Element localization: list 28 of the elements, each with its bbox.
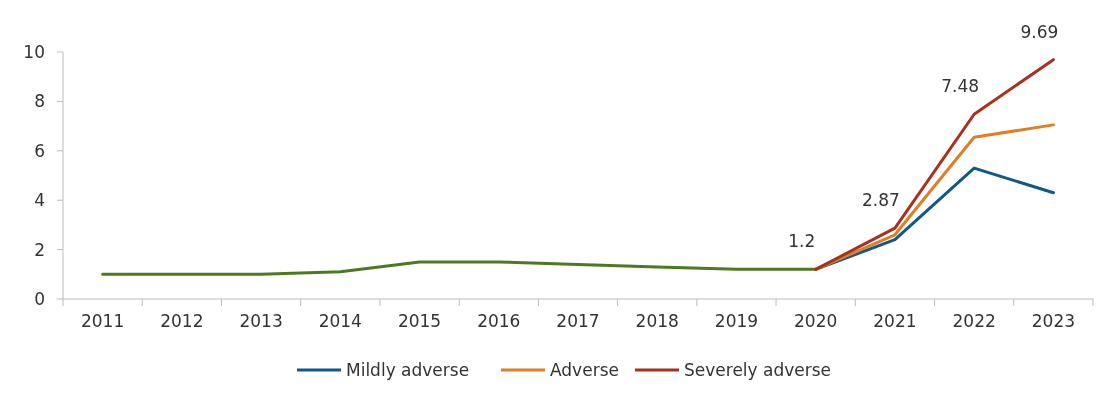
y-tick-label: 8	[34, 91, 45, 112]
x-tick-label: 2021	[873, 311, 917, 331]
data-label: 1.2	[788, 231, 816, 252]
x-tick-label: 2017	[556, 311, 600, 331]
data-label: 7.48	[941, 76, 980, 97]
x-tick-label: 2020	[794, 311, 838, 331]
legend-label: Severely adverse	[684, 359, 832, 380]
line-series	[814, 58, 1055, 271]
x-tick-label: 2018	[635, 311, 679, 331]
x-tick-label: 2022	[952, 311, 996, 331]
x-tick-label: 2012	[160, 311, 204, 331]
y-tick-label: 2	[34, 239, 45, 260]
y-tick-label: 0	[34, 288, 45, 309]
x-tick-label: 2016	[477, 311, 521, 331]
legend-label: Mildly adverse	[346, 359, 470, 380]
y-tick-label: 10	[23, 41, 45, 62]
x-tick-label: 2023	[1031, 311, 1076, 331]
legend-label: Adverse	[550, 359, 619, 380]
x-tick-label: 2011	[80, 311, 125, 331]
x-tick-label: 2015	[397, 311, 442, 331]
x-tick-label: 2019	[714, 311, 759, 331]
x-tick-label: 2013	[239, 311, 283, 331]
y-tick-label: 6	[34, 140, 45, 161]
data-label: 9.69	[1020, 21, 1059, 42]
data-label: 2.87	[861, 190, 900, 211]
x-tick-label: 2014	[318, 311, 362, 331]
line-series	[101, 260, 818, 276]
y-tick-label: 4	[34, 190, 45, 211]
